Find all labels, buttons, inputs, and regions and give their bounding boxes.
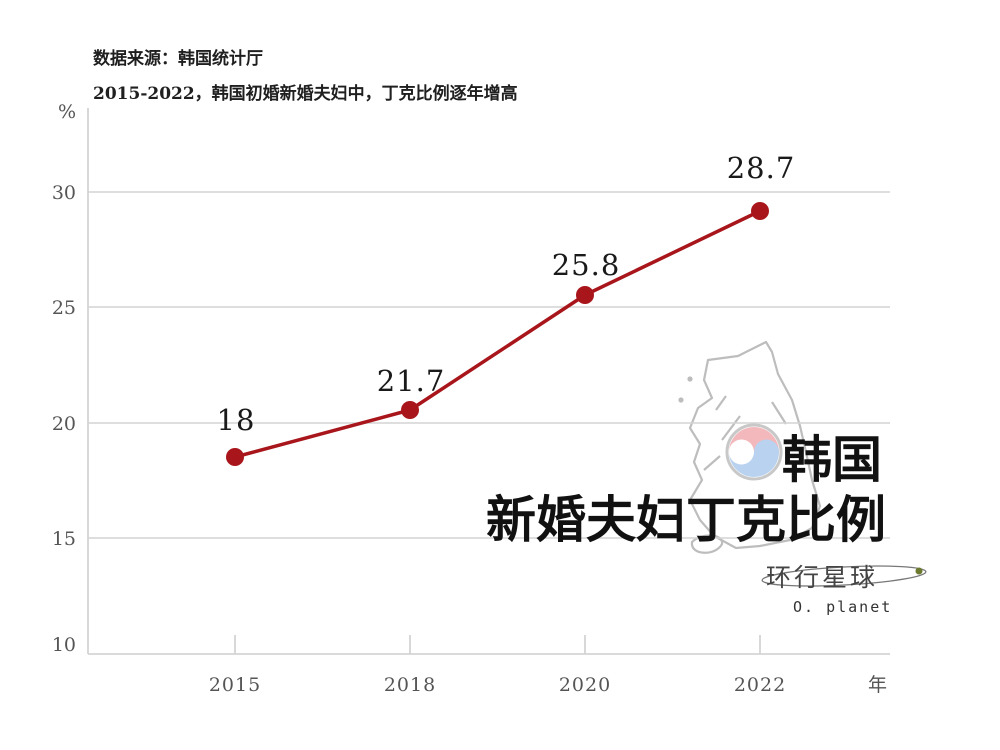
x-tick: 2018	[384, 674, 436, 696]
data-label: 18	[217, 403, 256, 437]
x-tick: 2020	[559, 674, 611, 696]
y-tick: 15	[52, 528, 76, 550]
overlay-title-korea: 韩国	[782, 430, 882, 489]
x-axis-unit: 年	[868, 674, 888, 696]
data-points	[226, 202, 769, 466]
axes	[87, 108, 890, 655]
brand-name-cn: 环行星球	[766, 563, 879, 592]
data-point[interactable]	[401, 401, 419, 419]
y-axis-labels: % 30 25 20 15 10	[52, 101, 76, 656]
y-tick: 20	[52, 413, 76, 435]
y-axis-unit: %	[58, 101, 76, 123]
overlay-title-main: 新婚夫妇丁克比例	[486, 490, 886, 549]
chart-subtitle: 2015-2022，韩国初婚新婚夫妇中，丁克比例逐年增高	[93, 84, 518, 104]
x-tick: 2015	[209, 674, 261, 696]
data-labels: 18 21.7 25.8 28.7	[217, 151, 796, 437]
data-label: 28.7	[727, 151, 796, 185]
data-point[interactable]	[226, 448, 244, 466]
y-tick: 25	[52, 297, 76, 319]
data-point[interactable]	[576, 286, 594, 304]
data-line	[234, 209, 761, 459]
data-label: 21.7	[377, 364, 446, 398]
data-source-note: 数据来源：韩国统计厅	[93, 49, 263, 69]
data-point[interactable]	[751, 202, 769, 220]
data-label: 25.8	[552, 248, 621, 282]
y-tick: 30	[52, 182, 76, 204]
planet-orbit-icon	[761, 565, 927, 587]
brand-name-en: O. planet	[793, 598, 893, 616]
y-tick: 10	[52, 634, 76, 656]
gridlines	[88, 191, 890, 539]
korea-map-icon	[678, 340, 822, 554]
taegeuk-flag-icon	[725, 423, 783, 481]
x-tick: 2022	[734, 674, 786, 696]
x-axis-labels: 2015 2018 2020 2022 年	[209, 674, 888, 696]
